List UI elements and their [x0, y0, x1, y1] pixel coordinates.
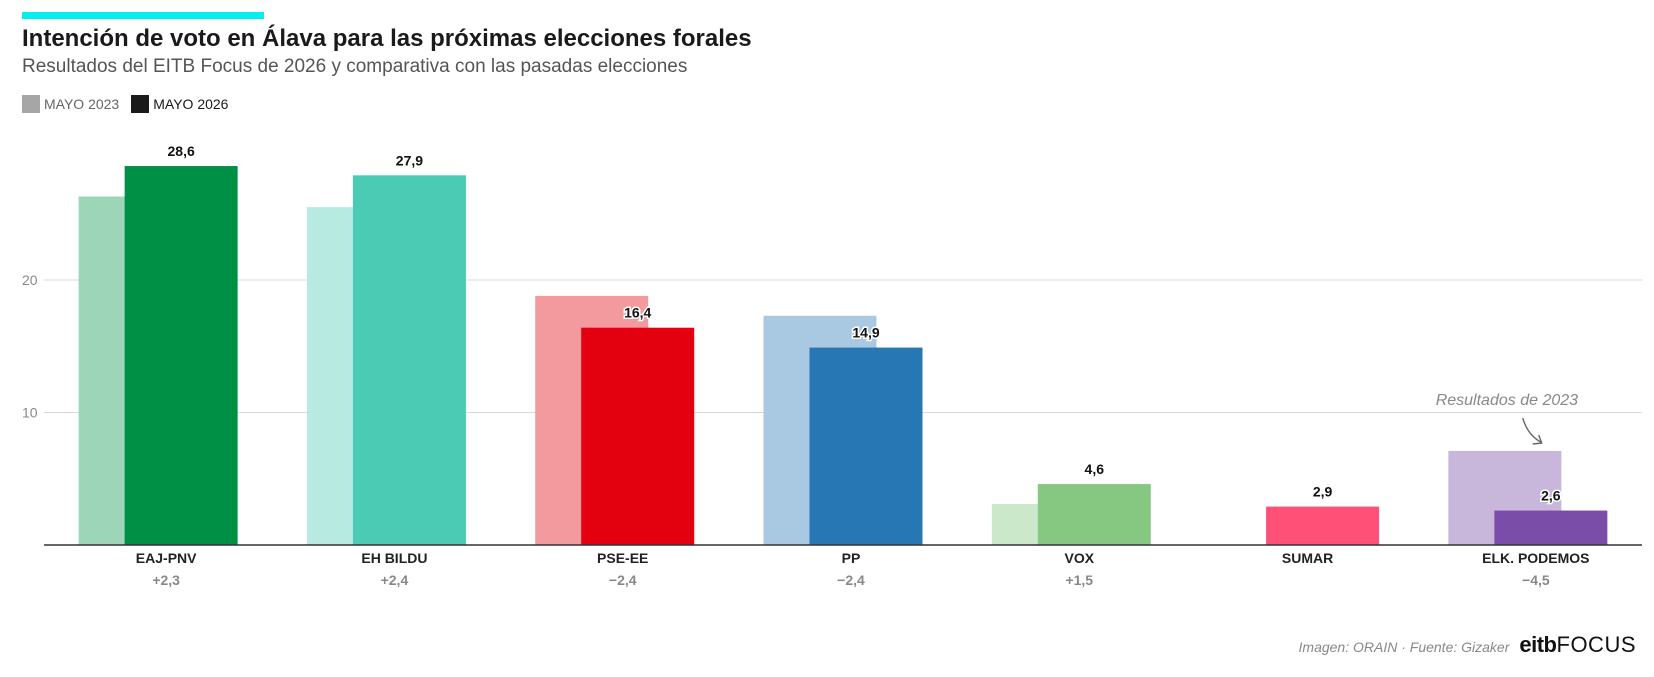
category-label-elk-podemos: ELK. PODEMOS — [1482, 550, 1589, 566]
footer: Imagen: ORAIN · Fuente: Gizaker eitbFOCU… — [1299, 632, 1636, 658]
bar-2026-pse-ee — [581, 327, 695, 545]
logo-light-text: FOCUS — [1556, 632, 1636, 657]
category-label-pp: PP — [842, 550, 861, 566]
annotation-text: Resultados de 2023 — [1436, 392, 1578, 409]
chart-title: Intención de voto en Álava para las próx… — [22, 25, 752, 52]
difference-label-vox: +1,5 — [1065, 572, 1093, 588]
value-label-sumar: 2,9 — [1313, 484, 1333, 500]
legend-swatch-2023 — [22, 95, 40, 113]
category-label-eaj-pnv: EAJ-PNV — [136, 550, 197, 566]
bar-2026-eaj-pnv — [124, 166, 238, 546]
value-label-eaj-pnv: 28,6 — [168, 143, 195, 159]
difference-label-eaj-pnv: +2,3 — [152, 572, 180, 588]
difference-label-eh-bildu: +2,4 — [381, 572, 409, 588]
category-label-vox: VOX — [1064, 550, 1094, 566]
category-label-eh-bildu: EH BILDU — [361, 550, 427, 566]
difference-label-pse-ee: −2,4 — [609, 572, 637, 588]
legend-item-2023: MAYO 2023 — [22, 95, 119, 113]
bar-2026-pp — [809, 347, 923, 545]
difference-label-pp: −2,4 — [837, 572, 865, 588]
category-label-sumar: SUMAR — [1282, 550, 1333, 566]
legend-label-2023: MAYO 2023 — [44, 96, 120, 112]
bar-2026-sumar — [1266, 506, 1380, 545]
eitb-focus-logo: eitbFOCUS — [1519, 632, 1636, 658]
annotation-arrowhead — [1532, 434, 1543, 445]
category-label-pse-ee: PSE-EE — [597, 550, 648, 566]
legend: MAYO 2023 MAYO 2026 — [22, 95, 240, 113]
bar-2026-elk-podemos — [1494, 510, 1608, 545]
legend-label-2026: MAYO 2026 — [153, 96, 229, 112]
chart-subtitle: Resultados del EITB Focus de 2026 y comp… — [22, 56, 688, 77]
bar-2026-vox — [1037, 484, 1151, 545]
logo-bold-text: eitb — [1519, 632, 1557, 657]
value-label-pse-ee: 16,4 — [624, 305, 651, 321]
source-credit: Imagen: ORAIN · Fuente: Gizaker — [1298, 639, 1510, 655]
annotation-arrow — [1522, 417, 1542, 443]
legend-swatch-2026 — [131, 95, 150, 113]
legend-item-2026: MAYO 2026 — [131, 95, 228, 113]
value-label-elk-podemos: 2,6 — [1541, 488, 1561, 504]
value-label-pp: 14,9 — [852, 325, 879, 341]
value-label-vox: 4,6 — [1085, 461, 1105, 477]
y-tick-label-20: 20 — [22, 272, 38, 288]
bar-2026-eh-bildu — [352, 175, 466, 545]
accent-bar — [22, 12, 264, 19]
y-tick-label-10: 10 — [22, 405, 38, 421]
value-label-eh-bildu: 27,9 — [396, 152, 423, 168]
difference-label-elk-podemos: −4,5 — [1522, 572, 1550, 588]
